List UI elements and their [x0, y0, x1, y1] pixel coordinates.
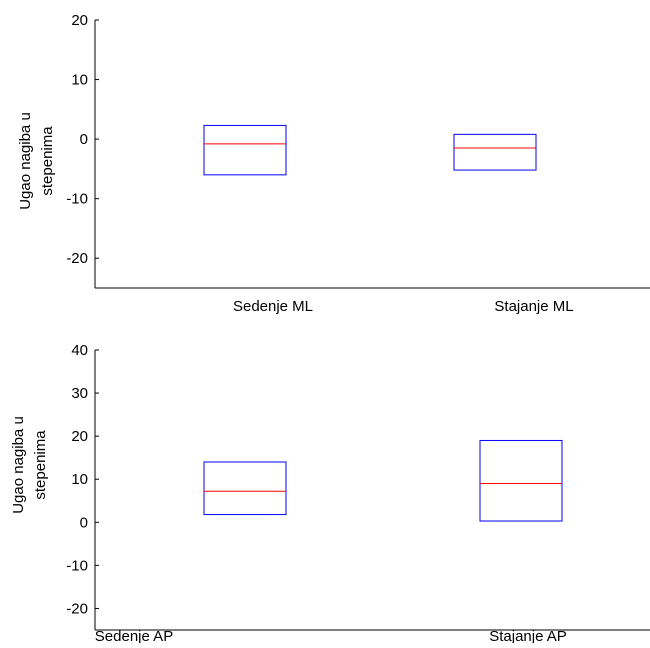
panel1-y-tick-label: 20	[71, 12, 88, 29]
panel1-box-1	[203, 124, 287, 176]
panel1-y-tick-label: 10	[71, 72, 88, 89]
panel1-x-category-label: Sedenje ML	[233, 298, 313, 315]
panel1-box-2	[453, 133, 537, 171]
panel1-y-tick-label: -10	[66, 191, 88, 208]
panel2-y-tick-label: 30	[71, 385, 88, 402]
panel1-x-category-label: Stajanje ML	[494, 298, 573, 315]
panel2-x-category-label: Sedenje AP	[95, 628, 173, 643]
panel2-y-tick-label: 0	[80, 514, 88, 531]
panel2-y-tick-label: -20	[66, 600, 88, 617]
panel1-y-tick-label: -20	[66, 250, 88, 267]
panel1-y-axis-title-line-1: Ugao nagiba u	[17, 112, 34, 210]
panel2-y-axis-title-line-1: Ugao nagiba u	[10, 416, 27, 514]
panel2-box-2	[479, 439, 563, 522]
panel2-box-1	[203, 461, 287, 516]
panel2-x-category-label: Stajanje AP	[489, 628, 567, 643]
panel2-y-tick-label: 20	[71, 428, 88, 445]
panel2-y-tick-label: -10	[66, 557, 88, 574]
panel2-y-tick-label: 40	[71, 342, 88, 359]
panel1-y-axis-title-line-2: stepenima	[39, 126, 56, 196]
panel1-y-tick-label: 0	[80, 131, 88, 148]
panel2-y-tick-label: 10	[71, 471, 88, 488]
panel2-y-axis-title-line-2: stepenima	[32, 430, 49, 500]
